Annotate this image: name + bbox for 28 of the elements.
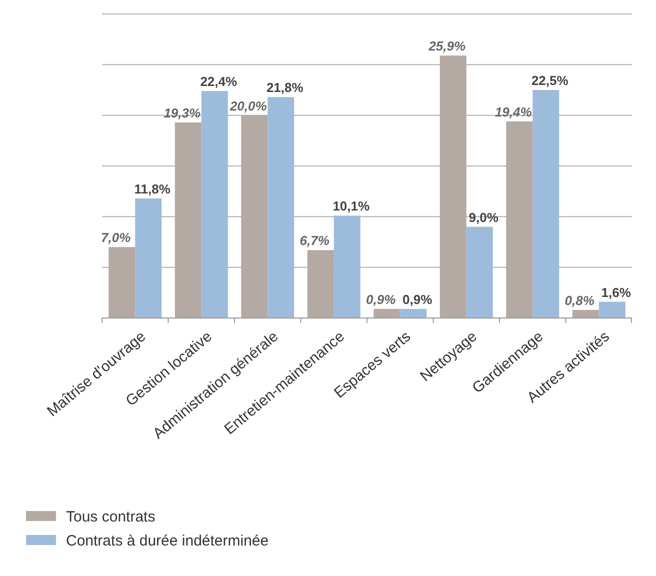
data-label: 10,1% [332,198,370,214]
bar [135,198,162,318]
bar [598,302,626,318]
data-label: 19,4% [494,104,532,120]
bar [466,226,493,318]
bar [532,90,560,318]
data-label: 19,3% [164,105,201,120]
legend-label: Tous contrats [66,508,156,526]
data-label: 0,8% [564,292,595,308]
data-label: 11,8% [134,181,171,196]
data-label: 1,6% [601,284,632,300]
data-label: 20,0% [228,98,268,114]
data-label: 0,9% [402,292,433,307]
data-label: 22,5% [531,73,569,88]
data-label: 7,0% [101,230,132,246]
bar [201,91,228,318]
data-label: 25,9% [428,38,466,54]
legend-label: Contrats à durée indéterminée [66,532,269,550]
data-label: 21,8% [266,80,304,96]
bar [268,97,294,318]
bar [374,308,400,318]
bar [400,308,427,318]
bar [334,216,360,318]
data-label: 6,7% [300,233,330,248]
bar [572,310,599,318]
data-label: 9,0% [468,210,499,225]
data-label: 22,4% [200,74,238,90]
data-label: 0,9% [366,292,396,307]
